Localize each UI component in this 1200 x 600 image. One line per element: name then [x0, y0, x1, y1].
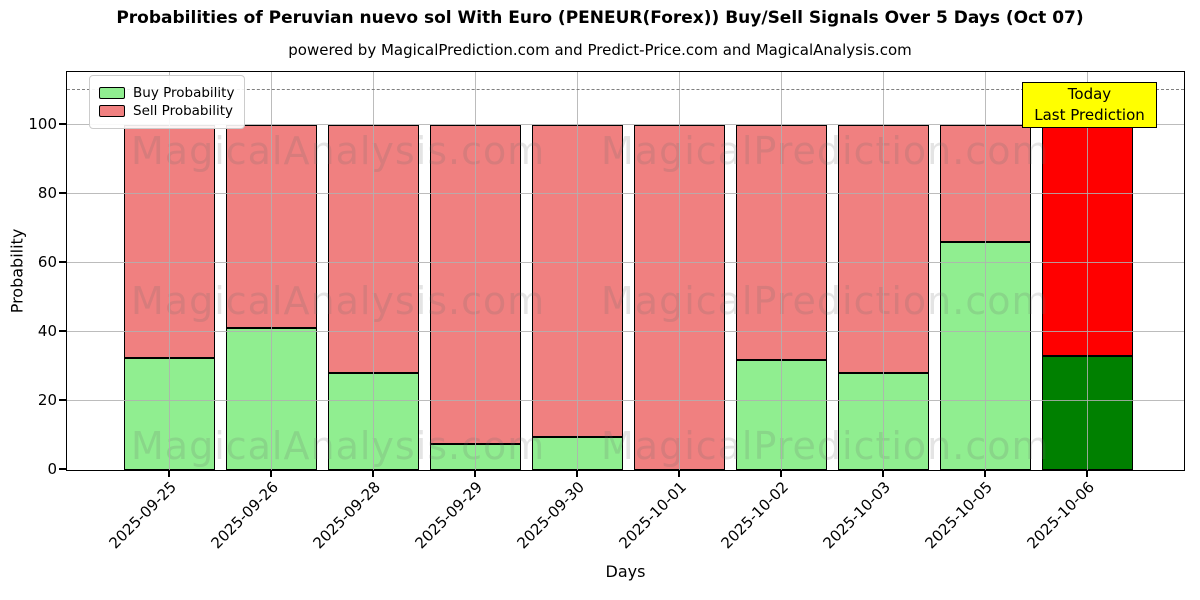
y-tick-mark — [59, 468, 66, 470]
horizontal-gridline — [67, 261, 1184, 263]
vertical-gridline — [271, 72, 272, 470]
x-tick-label-text: 2025-10-05 — [921, 478, 996, 553]
x-axis-label: Days — [605, 562, 646, 581]
today-annotation-line2: Last Prediction — [1034, 106, 1145, 124]
horizontal-gridline — [67, 123, 1184, 125]
legend-buy-label: Buy Probability — [133, 85, 235, 101]
horizontal-gridline — [67, 399, 1184, 401]
horizontal-gridline — [67, 192, 1184, 194]
y-tick-label: 80 — [37, 183, 57, 202]
x-tick-label-text: 2025-10-01 — [615, 478, 690, 553]
threshold-dashed-line — [67, 89, 1184, 91]
buy-swatch-icon — [99, 87, 125, 99]
y-tick-mark — [59, 330, 66, 332]
y-tick-mark — [59, 399, 66, 401]
x-tick-mark — [576, 470, 578, 477]
x-tick-mark — [678, 470, 680, 477]
x-tick-label-text: 2025-09-29 — [411, 478, 486, 553]
x-tick-mark — [780, 470, 782, 477]
y-tick-mark — [59, 261, 66, 263]
chart-subtitle: powered by MagicalPrediction.com and Pre… — [288, 41, 912, 59]
chart-title: Probabilities of Peruvian nuevo sol With… — [116, 8, 1084, 28]
vertical-gridline — [577, 72, 578, 470]
y-axis-label: Probability — [7, 228, 27, 314]
x-tick-label-text: 2025-09-28 — [309, 478, 384, 553]
vertical-gridline — [679, 72, 680, 470]
x-tick-mark — [984, 470, 986, 477]
x-tick-mark — [372, 470, 374, 477]
vertical-gridline — [169, 72, 170, 470]
y-tick-label: 40 — [37, 321, 57, 340]
y-tick-mark — [59, 123, 66, 125]
legend-entry-sell: Sell Probability — [99, 103, 234, 119]
today-annotation-line1: Today — [1067, 85, 1112, 103]
x-tick-mark — [270, 470, 272, 477]
y-tick-label: 0 — [47, 460, 57, 478]
horizontal-gridline — [67, 330, 1184, 332]
vertical-gridline — [781, 72, 782, 470]
vertical-gridline — [883, 72, 884, 470]
x-tick-label-text: 2025-09-26 — [207, 478, 282, 553]
y-tick-mark — [59, 192, 66, 194]
y-tick-label: 20 — [37, 390, 57, 409]
legend-entry-buy: Buy Probability — [99, 85, 234, 101]
plot-area: MagicalAnalysis.comMagicalPrediction.com… — [28, 71, 1185, 552]
today-annotation: Today Last Prediction — [1022, 82, 1157, 128]
sell-swatch-icon — [99, 105, 125, 117]
x-tick-mark — [882, 470, 884, 477]
x-tick-mark — [474, 470, 476, 477]
x-tick-label-text: 2025-09-30 — [513, 478, 588, 553]
x-tick-mark — [168, 470, 170, 477]
legend-sell-label: Sell Probability — [133, 103, 234, 119]
vertical-gridline — [1087, 72, 1088, 470]
y-tick-label: 100 — [28, 114, 57, 133]
x-tick-label-text: 2025-10-06 — [1023, 478, 1098, 553]
x-tick-mark — [1086, 470, 1088, 477]
x-tick-label-text: 2025-09-25 — [105, 478, 180, 553]
y-tick-label: 60 — [37, 252, 57, 271]
vertical-gridline — [475, 72, 476, 470]
vertical-gridline — [985, 72, 986, 470]
x-tick-label-text: 2025-10-03 — [819, 478, 894, 553]
legend: Buy Probability Sell Probability — [89, 75, 246, 129]
vertical-gridline — [373, 72, 374, 470]
x-tick-label-text: 2025-10-02 — [717, 478, 792, 553]
